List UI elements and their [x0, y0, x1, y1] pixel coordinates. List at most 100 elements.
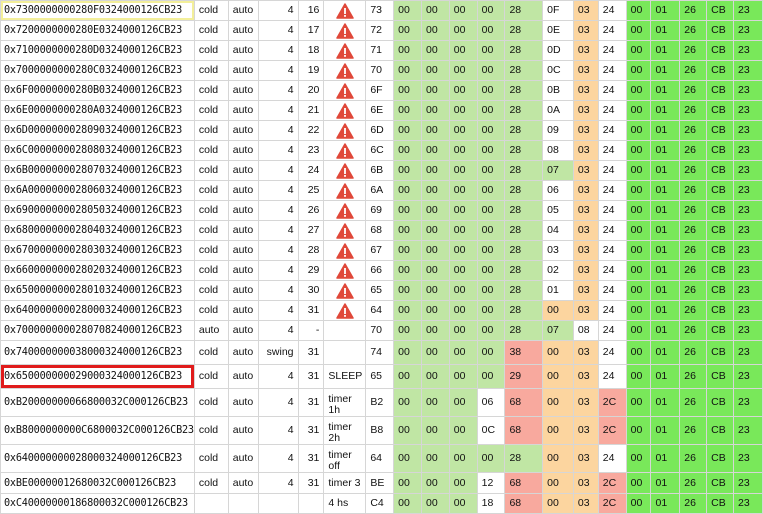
- ir-code-cell[interactable]: 0xBE00000012680032C000126CB23: [0, 472, 195, 494]
- ir-code-cell[interactable]: 0xB8000000000C6800032C000126CB23: [0, 416, 195, 445]
- warning-icon: [336, 102, 354, 119]
- ir-code-cell[interactable]: 0xB20000000066800032C000126CB23: [0, 388, 195, 417]
- byte-cell: 26: [679, 80, 708, 101]
- byte-cell: 28: [504, 140, 544, 161]
- ir-code-cell[interactable]: 0x640000000028000324000126CB23: [0, 444, 195, 473]
- byte-cell: 28: [504, 80, 544, 101]
- ir-code-cell[interactable]: 0x650000000028010324000126CB23: [0, 280, 195, 301]
- byte-cell: 00: [393, 140, 422, 161]
- mode-cell: cold: [193, 200, 229, 221]
- byte-cell: CB: [706, 60, 734, 81]
- byte-cell: 23: [732, 80, 763, 101]
- ir-code-cell[interactable]: 0x680000000028040324000126CB23: [0, 220, 195, 241]
- byte-cell: 28: [504, 240, 544, 261]
- mode-cell: cold: [193, 416, 229, 445]
- fan-cell: auto: [227, 416, 259, 445]
- byte-cell: 28: [504, 0, 544, 21]
- byte-cell: 00: [420, 280, 450, 301]
- swing-cell: 4: [257, 444, 299, 473]
- mode-cell: cold: [193, 0, 229, 21]
- warning-cell: [323, 240, 367, 261]
- swing-cell: 4: [257, 120, 299, 141]
- byte-cell: 00: [448, 200, 478, 221]
- byte-cell: 00: [625, 340, 652, 365]
- byte-cell: 00: [476, 40, 506, 61]
- byte-cell: 00: [448, 160, 478, 181]
- warning-icon: [336, 222, 354, 239]
- byte-cell: 03: [572, 493, 599, 514]
- ir-code-cell[interactable]: 0x740000000038000324000126CB23: [0, 340, 195, 365]
- byte-cell: 00: [420, 260, 450, 281]
- ir-code-cell[interactable]: 0x6F00000000280B0324000126CB23: [0, 80, 195, 101]
- byte-cell: 01: [542, 280, 574, 301]
- byte-cell: 00: [625, 80, 652, 101]
- fan-cell: auto: [227, 100, 259, 121]
- swing-cell: 4: [257, 0, 299, 21]
- byte-cell: 26: [679, 416, 708, 445]
- byte-cell: 00: [625, 60, 652, 81]
- byte-cell: 23: [732, 20, 763, 41]
- byte-cell: 67: [365, 240, 395, 261]
- byte-cell: 24: [597, 20, 627, 41]
- byte-cell: 68: [365, 220, 395, 241]
- byte-cell: 00: [625, 200, 652, 221]
- table-row: 0x7200000000280E0324000126CB23 cold auto 4 1…: [0, 20, 763, 41]
- byte-cell: 00: [448, 493, 478, 514]
- byte-cell: 00: [625, 260, 652, 281]
- ir-code-cell[interactable]: 0x7200000000280E0324000126CB23: [0, 20, 195, 41]
- byte-cell: 26: [679, 120, 708, 141]
- ir-code-cell[interactable]: 0x6D0000000028090324000126CB23: [0, 120, 195, 141]
- byte-cell: 00: [393, 160, 422, 181]
- warning-icon: [336, 242, 354, 259]
- temperature-cell: 16: [297, 0, 325, 21]
- temperature-cell: -: [297, 320, 325, 341]
- byte-cell: 00: [393, 472, 422, 494]
- table-row: 0x6B0000000028070324000126CB23 cold auto 4 2…: [0, 160, 763, 181]
- byte-cell: CB: [706, 493, 734, 514]
- mode-cell: cold: [193, 100, 229, 121]
- ir-code-cell[interactable]: 0x6E00000000280A0324000126CB23: [0, 100, 195, 121]
- ir-code-cell[interactable]: 0x670000000028030324000126CB23: [0, 240, 195, 261]
- byte-cell: 03: [572, 416, 599, 445]
- byte-cell: 06: [542, 180, 574, 201]
- byte-cell: 03: [572, 80, 599, 101]
- temperature-cell: 25: [297, 180, 325, 201]
- byte-cell: 23: [732, 300, 763, 321]
- ir-code-cell[interactable]: 0x7300000000280F0324000126CB23: [0, 0, 195, 21]
- ir-code-cell[interactable]: 0x690000000028050324000126CB23: [0, 200, 195, 221]
- byte-cell: 69: [365, 200, 395, 221]
- ir-code-cell[interactable]: 0x6B0000000028070324000126CB23: [0, 160, 195, 181]
- byte-cell: 00: [476, 260, 506, 281]
- ir-code-cell[interactable]: 0x640000000028000324000126CB23: [0, 300, 195, 321]
- ir-code-cell[interactable]: 0x700000000028070824000126CB23: [0, 320, 195, 341]
- ir-code-cell[interactable]: 0x6A0000000028060324000126CB23: [0, 180, 195, 201]
- byte-cell: 00: [542, 300, 574, 321]
- ir-code-cell[interactable]: 0x660000000028020324000126CB23: [0, 260, 195, 281]
- byte-cell: 00: [625, 100, 652, 121]
- ir-code-cell[interactable]: 0x7000000000280C0324000126CB23: [0, 60, 195, 81]
- byte-cell: 28: [504, 200, 544, 221]
- byte-cell: 00: [420, 180, 450, 201]
- ir-code-cell[interactable]: 0x7100000000280D0324000126CB23: [0, 40, 195, 61]
- byte-cell: 24: [597, 140, 627, 161]
- mode-cell: cold: [193, 472, 229, 494]
- byte-cell: 2C: [597, 388, 627, 417]
- byte-cell: 00: [476, 444, 506, 473]
- byte-cell: 00: [393, 40, 422, 61]
- fan-cell: auto: [227, 20, 259, 41]
- byte-cell: 01: [650, 80, 681, 101]
- byte-cell: 68: [504, 472, 544, 494]
- byte-cell: 03: [572, 60, 599, 81]
- ir-code-cell[interactable]: 0x650000000029000324000126CB23: [0, 364, 195, 389]
- table-row: 0x660000000028020324000126CB23 cold auto 4 2…: [0, 260, 763, 281]
- byte-cell: 24: [597, 340, 627, 365]
- byte-cell: 24: [597, 364, 627, 389]
- warning-icon: [336, 62, 354, 79]
- warning-icon: [336, 22, 354, 39]
- byte-cell: 23: [732, 160, 763, 181]
- swing-cell: 4: [257, 140, 299, 161]
- swing-cell: 4: [257, 40, 299, 61]
- warning-icon: [336, 2, 354, 19]
- ir-code-cell[interactable]: 0x6C0000000028080324000126CB23: [0, 140, 195, 161]
- byte-cell: 00: [476, 200, 506, 221]
